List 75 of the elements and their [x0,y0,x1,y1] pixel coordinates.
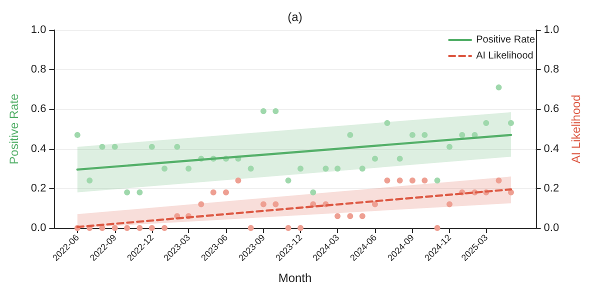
point [248,166,254,172]
y-tick-label: 0.0 [30,222,46,234]
legend-label: Positive Rate [476,34,536,46]
point [124,225,130,231]
point [496,84,502,90]
y-tick-label: 0.4 [30,142,46,155]
point [347,213,354,220]
point [112,144,118,150]
y2-axis-title: AI Likelihood [569,94,583,164]
point [310,189,316,196]
point [298,166,304,172]
point [285,225,292,231]
point [124,189,130,196]
point [508,120,514,126]
y2-tick-label: 0.8 [544,64,560,76]
y2-tick-label: 1.0 [544,24,560,36]
point [359,213,366,220]
point [136,189,143,196]
x-axis-title: Month [278,271,312,285]
point [162,166,168,172]
point [359,166,366,172]
point [272,108,279,114]
point [162,225,168,231]
point [74,132,80,138]
point [483,120,490,126]
y2-tick-label: 0.6 [544,103,560,116]
y-tick-label: 0.6 [30,103,46,116]
point [260,201,266,208]
legend-label: AI Likelihood [476,50,534,62]
point [446,144,452,150]
point [372,201,378,208]
y2-tick-label: 0.0 [544,222,560,234]
point [459,132,466,138]
point [86,177,93,184]
y-axis-title: Positive Rate [7,93,21,164]
point [272,201,279,208]
point [334,213,341,220]
point [174,144,180,150]
point [148,225,155,231]
point [99,144,106,150]
point [409,177,416,184]
chart-title: (a) [288,10,302,24]
y-tick-label: 0.8 [30,64,46,76]
point [248,225,254,231]
point [347,132,354,138]
point [372,156,378,162]
point [298,225,304,231]
point [508,189,514,196]
point [235,177,242,184]
point [260,108,266,114]
point [384,120,390,126]
y2-tick-label: 0.2 [544,182,560,194]
y-tick-label: 0.2 [30,182,46,194]
point [384,177,390,184]
point [396,156,403,162]
y2-tick-label: 0.4 [544,142,560,155]
point [186,166,192,172]
point [322,166,329,172]
point [422,177,428,184]
point [148,144,155,150]
point [496,177,502,184]
point [422,132,428,138]
point [409,132,416,138]
point [334,166,341,172]
point [434,177,440,184]
point [396,177,403,184]
point [198,201,204,208]
point [136,225,143,231]
point [285,177,292,184]
point [210,189,216,196]
point [446,201,452,208]
point [434,225,440,231]
point [223,189,229,196]
y-tick-label: 1.0 [30,24,46,36]
point [112,225,118,231]
